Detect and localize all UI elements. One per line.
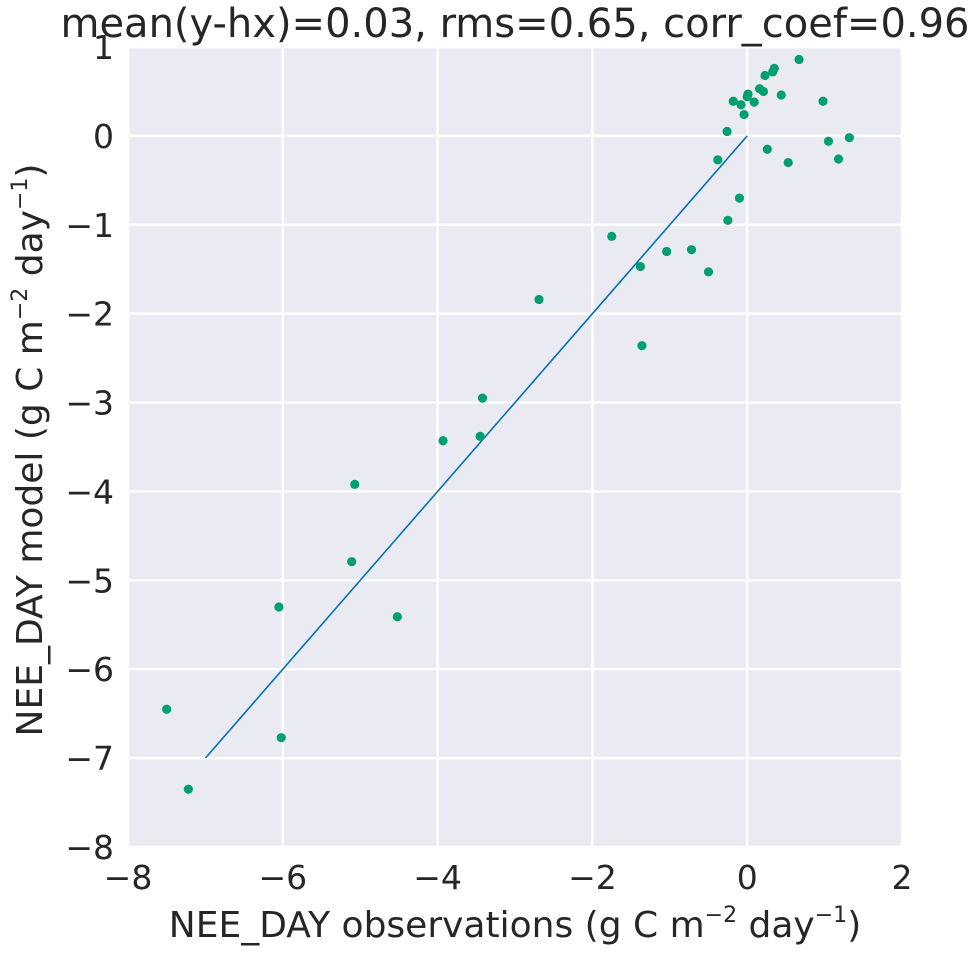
data-point [475, 431, 485, 441]
y-tick-label: −3 [65, 384, 114, 423]
data-point [743, 89, 753, 99]
x-tick-labels: −8 −6 −4 −2 0 2 [104, 858, 913, 897]
data-point [734, 193, 745, 203]
x-tick-label: 0 [737, 858, 758, 897]
grid-lines [126, 45, 904, 849]
y-tick-label: −4 [65, 472, 114, 511]
y-tick-label: −2 [65, 295, 114, 334]
data-point [818, 96, 828, 106]
data-point [749, 97, 759, 107]
y-tick-labels: −8 −7 −6 −5 −4 −3 −2 −1 0 1 [65, 28, 114, 867]
plot-background [128, 47, 902, 847]
y-tick-label: −7 [65, 739, 114, 778]
data-point [276, 733, 286, 743]
y-tick-label: 1 [93, 28, 114, 67]
x-tick-label: −6 [258, 858, 307, 897]
y-tick-label: 0 [93, 117, 114, 156]
data-point [722, 126, 732, 137]
data-point [162, 704, 172, 714]
reference-line [204, 135, 748, 759]
data-point [823, 136, 834, 146]
data-point [534, 294, 544, 305]
data-point [183, 784, 193, 794]
data-point [662, 246, 672, 257]
data-point [794, 54, 804, 65]
y-tick-label: −6 [65, 650, 114, 689]
data-point [736, 100, 746, 110]
data-point [392, 612, 402, 622]
data-point [438, 436, 448, 446]
data-point [833, 154, 844, 164]
data-point [635, 261, 645, 272]
data-point [783, 157, 793, 168]
y-axis-label: NEE_DAY model (g C m−2 day−1) [8, 164, 51, 737]
y-tick-label: −1 [65, 206, 114, 245]
x-tick-label: −2 [568, 858, 617, 897]
x-tick-label: 2 [892, 858, 913, 897]
data-point [739, 109, 749, 120]
data-point [723, 215, 733, 225]
y-tick-label: −5 [65, 561, 114, 600]
data-point [728, 96, 738, 106]
x-tick-label: −4 [413, 858, 462, 897]
y-tick-label: −8 [65, 828, 114, 867]
data-point [686, 245, 697, 255]
x-axis-label: NEE_DAY observations (g C m−2 day−1) [169, 903, 861, 946]
data-point [713, 155, 723, 165]
data-point [703, 267, 714, 277]
data-point [350, 479, 360, 489]
data-point [758, 86, 769, 97]
data-point [844, 133, 854, 143]
data-point [762, 144, 772, 154]
data-points [162, 54, 854, 794]
data-point [637, 341, 647, 351]
data-point [477, 393, 488, 403]
data-point [347, 557, 357, 567]
chart-title: mean(y-hx)=0.03, rms=0.65, corr_coef=0.9… [60, 1, 969, 47]
x-tick-label: −8 [104, 858, 153, 897]
data-point [769, 63, 779, 73]
data-point [274, 602, 284, 612]
data-point [776, 90, 786, 100]
data-point [607, 231, 617, 241]
data-point [760, 70, 770, 81]
